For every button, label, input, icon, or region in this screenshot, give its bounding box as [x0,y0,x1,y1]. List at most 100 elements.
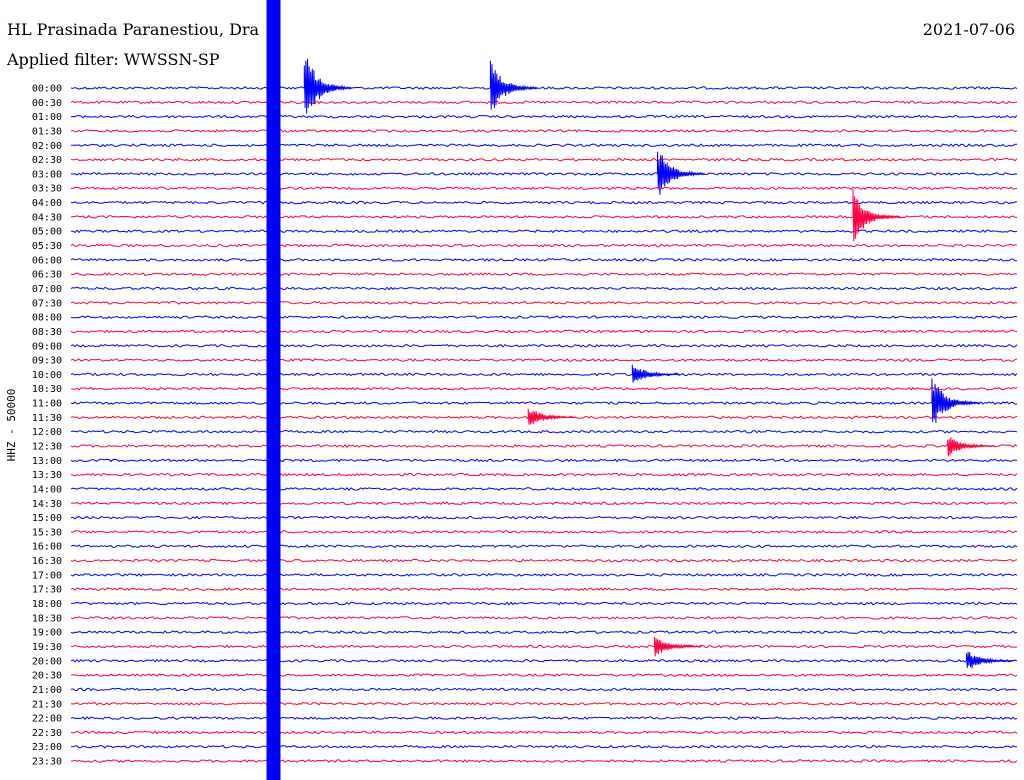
time-tick-label: 13:00 [32,456,62,467]
trace-row [70,386,1018,391]
trace-row [70,472,1018,477]
large-event-band [266,0,281,780]
trace-row [70,200,1018,205]
trace-row [70,343,1018,348]
event-burst [631,364,680,383]
trace-row [70,358,1018,362]
time-tick-label: 11:30 [32,413,62,424]
time-tick-label: 15:00 [32,513,62,524]
time-tick-label: 09:00 [32,341,62,352]
trace-row [70,272,1018,277]
trace-row [70,444,1018,448]
time-tick-label: 16:00 [32,542,62,553]
trace-row [70,587,1018,592]
time-tick-label: 18:00 [32,599,62,610]
trace-row [70,129,1018,133]
time-tick-label: 13:30 [32,470,62,481]
event-burst [527,408,576,425]
time-tick-label: 23:00 [32,742,62,753]
time-tick-label: 20:00 [32,656,62,667]
date-label: 2021-07-06 [922,20,1015,39]
time-tick-label: 05:30 [32,241,62,252]
time-tick-label: 10:00 [32,370,62,381]
filter-label: Applied filter: WWSSN-SP [7,50,220,69]
time-tick-label: 16:30 [32,556,62,567]
time-tick-label: 10:30 [32,384,62,395]
time-tick-label: 02:30 [32,155,62,166]
time-tick-label: 11:00 [32,399,62,410]
time-tick-label: 04:30 [32,212,62,223]
trace-row [70,701,1018,706]
time-tick-label: 12:30 [32,442,62,453]
time-tick-label: 23:30 [32,757,62,768]
time-tick-label: 08:30 [32,327,62,338]
time-tick-label: 07:00 [32,284,62,295]
time-tick-label: 09:30 [32,356,62,367]
time-tick-label: 03:00 [32,169,62,180]
trace-row [70,86,1018,90]
trace-row [70,759,1018,763]
time-tick-label: 00:30 [32,98,62,109]
trace-row [70,658,1018,663]
time-tick-label: 01:00 [32,112,62,123]
event-burst [657,151,706,195]
time-tick-label: 02:00 [32,141,62,152]
trace-row [70,429,1018,434]
time-tick-label: 19:30 [32,642,62,653]
time-tick-label: 04:00 [32,198,62,209]
trace-row [70,687,1018,692]
time-tick-label: 14:30 [32,499,62,510]
trace-row [70,229,1018,234]
trace-row [70,186,1018,191]
trace-row [70,315,1018,320]
time-tick-label: 17:30 [32,585,62,596]
trace-row [70,558,1018,563]
trace-row [70,716,1018,721]
time-tick-labels: 00:00 00:30 01:00 01:30 02:00 02:30 03:00 03:30… [32,84,62,768]
time-tick-label: 00:00 [32,84,62,95]
trace-row [70,501,1018,506]
trace-row [70,601,1018,606]
trace-row [70,458,1018,463]
trace-row [70,157,1018,162]
event-burst [966,651,1014,669]
trace-row [70,100,1018,105]
event-burst [653,636,702,657]
trace-row [70,544,1018,549]
time-tick-label: 22:30 [32,728,62,739]
trace-row [70,630,1018,635]
time-tick-label: 19:00 [32,628,62,639]
trace-row [70,515,1018,520]
trace-row [70,114,1018,119]
time-tick-label: 14:00 [32,484,62,495]
trace-row [70,615,1018,620]
time-tick-label: 07:30 [32,298,62,309]
time-tick-label: 18:30 [32,613,62,624]
time-tick-label: 21:30 [32,699,62,710]
trace-row [70,530,1018,534]
event-bursts [266,0,1014,780]
event-burst [947,437,996,457]
trace-row [70,487,1018,491]
time-tick-label: 12:00 [32,427,62,438]
time-tick-label: 08:00 [32,313,62,324]
trace-row [70,257,1018,262]
seismogram-traces [70,86,1018,763]
trace-row [70,673,1018,677]
event-burst [303,58,352,114]
time-tick-label: 20:30 [32,671,62,682]
trace-row [70,730,1018,735]
trace-row [71,143,1017,148]
event-burst [489,60,538,110]
time-tick-label: 17:00 [32,570,62,581]
trace-row [70,243,1018,248]
time-tick-label: 01:30 [32,126,62,137]
trace-row [70,572,1018,577]
trace-row [70,372,1018,377]
time-tick-label: 21:00 [32,685,62,696]
event-burst [852,188,901,242]
time-tick-label: 06:30 [32,270,62,281]
time-tick-label: 06:00 [32,255,62,266]
time-tick-label: 15:30 [32,527,62,538]
